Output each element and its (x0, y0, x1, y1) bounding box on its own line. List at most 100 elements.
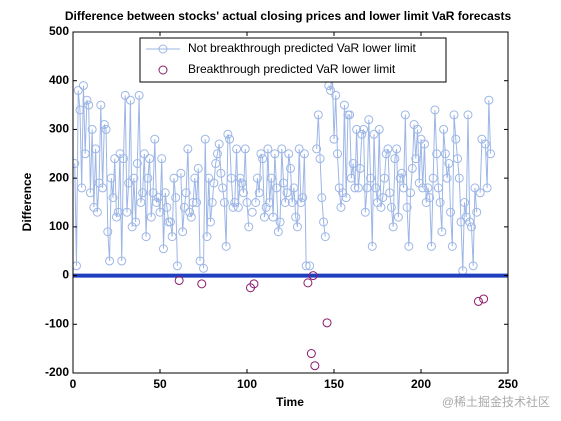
point (413, 124, 423, 134)
point (193, 163, 203, 173)
point (475, 188, 485, 198)
y-tick-label: 200 (49, 170, 69, 184)
point (454, 173, 464, 183)
point (124, 178, 134, 188)
point (313, 110, 323, 120)
point (367, 241, 377, 251)
point (439, 124, 449, 134)
point (226, 173, 236, 183)
point (466, 222, 476, 232)
point (258, 154, 268, 164)
point (162, 202, 172, 212)
point (352, 124, 362, 134)
point (275, 217, 285, 227)
point (183, 144, 193, 154)
point (418, 183, 428, 193)
point (209, 178, 219, 188)
point (96, 100, 106, 110)
point (353, 183, 363, 193)
point (312, 144, 322, 154)
point (291, 212, 301, 222)
point (148, 188, 158, 198)
point (237, 178, 247, 188)
point (195, 256, 205, 266)
point (145, 154, 155, 164)
point (360, 207, 370, 217)
point (326, 85, 336, 95)
point (289, 183, 299, 193)
point (129, 173, 139, 183)
point (219, 198, 229, 207)
point (472, 207, 482, 217)
point (284, 149, 294, 159)
point (348, 159, 358, 169)
point (320, 232, 330, 242)
point (273, 227, 283, 237)
point (486, 149, 496, 159)
point (341, 193, 351, 203)
point (390, 154, 400, 164)
point (277, 144, 287, 154)
point (331, 90, 341, 100)
point (437, 227, 447, 237)
point (259, 212, 269, 222)
point (235, 173, 245, 183)
point (202, 232, 212, 242)
point (84, 100, 94, 110)
legend-box (139, 37, 447, 83)
point (287, 198, 297, 207)
point (188, 198, 198, 207)
point (78, 81, 88, 91)
point (374, 124, 384, 134)
y-tick-label: 500 (49, 24, 69, 38)
point (205, 217, 215, 227)
point (152, 198, 162, 207)
point (303, 278, 313, 288)
point (263, 144, 273, 154)
point (364, 115, 374, 125)
point (197, 279, 207, 289)
point (378, 193, 388, 203)
point (298, 193, 308, 203)
point (239, 188, 249, 198)
point (92, 207, 102, 217)
point (214, 139, 224, 149)
chart-title: Difference between stocks' actual closin… (65, 9, 512, 23)
point (419, 139, 429, 149)
point (329, 134, 339, 144)
point (442, 173, 452, 183)
point (131, 217, 141, 227)
point (223, 129, 233, 139)
point (73, 261, 81, 271)
point (218, 183, 228, 193)
point (232, 144, 242, 154)
y-axis-label: Difference (20, 172, 34, 231)
point (460, 198, 469, 207)
legend-marker (158, 65, 168, 75)
point (444, 159, 454, 169)
point (440, 149, 450, 159)
point (268, 212, 278, 222)
point (167, 232, 177, 242)
point (244, 222, 254, 232)
point (254, 188, 264, 198)
point (270, 149, 280, 159)
point (113, 207, 123, 217)
point (406, 188, 416, 198)
point (355, 163, 365, 173)
x-axis-label: Time (276, 395, 304, 409)
point (174, 275, 184, 285)
point (75, 105, 85, 115)
series-line (74, 70, 492, 271)
point (479, 294, 489, 304)
point (242, 198, 252, 207)
point (204, 173, 214, 183)
point (85, 188, 95, 198)
point (108, 193, 118, 203)
point (322, 318, 332, 328)
point (319, 217, 329, 227)
point (463, 110, 473, 120)
point (411, 154, 421, 164)
point (233, 202, 243, 212)
x-tick-label: 150 (324, 377, 344, 391)
